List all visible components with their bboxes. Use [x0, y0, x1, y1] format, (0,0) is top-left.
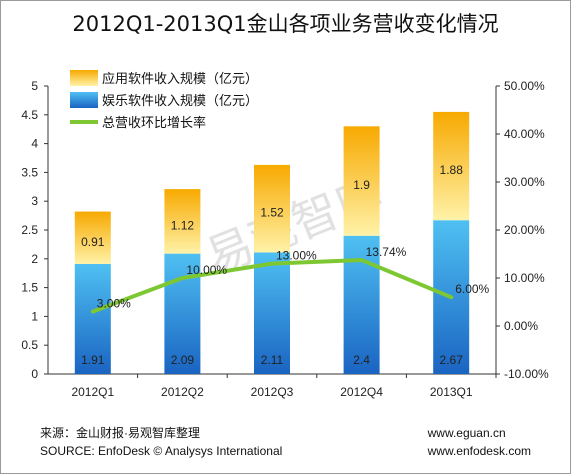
bar-application — [433, 111, 470, 221]
x-tick-label: 2012Q1 — [71, 385, 114, 399]
y-left-tick-label: 0.5 — [21, 338, 38, 352]
label-entertainment: 2.11 — [261, 353, 284, 367]
legend-swatch — [70, 70, 98, 86]
y-left-tick-label: 3.5 — [21, 165, 38, 179]
y-right-tick-label: 0.00% — [504, 319, 538, 333]
footer-source: 来源：金山财报·易观智库整理 SOURCE: EnfoDesk © Analys… — [40, 424, 282, 460]
legend-label: 娱乐软件收入规模（亿元） — [102, 94, 258, 109]
y-left-tick-label: 2 — [31, 252, 38, 266]
y-right-tick-label: 20.00% — [504, 223, 545, 237]
chart-title: 2012Q1-2013Q1金山各项业务营收变化情况 — [72, 12, 499, 36]
y-left-tick-label: 4.5 — [21, 108, 38, 122]
footer-urls: www.eguan.cn www.enfodesk.com — [428, 424, 531, 460]
label-application: 1.52 — [260, 206, 284, 220]
legend-label: 总营收环比增长率 — [102, 115, 206, 131]
y-left-tick-label: 2.5 — [21, 223, 38, 237]
growth-data-label: 3.00% — [97, 297, 131, 311]
source-en: SOURCE: EnfoDesk © Analysys Internationa… — [40, 444, 283, 458]
source-cn: 来源：金山财报·易观智库整理 — [40, 426, 200, 440]
label-application: 0.91 — [81, 235, 105, 249]
y-left-tick-label: 5 — [31, 79, 38, 93]
y-left-tick-label: 1.5 — [21, 281, 38, 295]
y-left-tick-label: 4 — [31, 137, 38, 151]
x-tick-label: 2012Q3 — [251, 385, 294, 399]
label-entertainment: 2.4 — [353, 353, 370, 367]
label-application: 1.88 — [440, 163, 464, 177]
url-eguan: www.eguan.cn — [427, 426, 506, 440]
label-application: 1.12 — [171, 218, 195, 232]
bar-application — [164, 189, 201, 254]
y-right-tick-label: 30.00% — [504, 175, 545, 189]
y-right-tick-label: 40.00% — [504, 127, 545, 141]
x-tick-label: 2012Q4 — [340, 385, 383, 399]
bar-entertainment — [74, 263, 111, 374]
growth-data-label: 13.00% — [276, 249, 317, 263]
legend-swatch — [70, 92, 98, 108]
bar-application — [343, 126, 380, 236]
bar-application — [254, 164, 290, 253]
label-entertainment: 2.67 — [440, 353, 464, 367]
y-right-tick-label: -10.00% — [504, 367, 549, 381]
growth-data-label: 10.00% — [186, 263, 227, 277]
x-tick-label: 2012Q2 — [161, 385, 204, 399]
label-application: 1.9 — [353, 178, 370, 192]
growth-data-label: 6.00% — [455, 282, 489, 296]
y-right-tick-label: 10.00% — [504, 271, 545, 285]
url-enfodesk: www.enfodesk.com — [427, 444, 531, 458]
growth-data-label: 13.74% — [366, 245, 407, 259]
legend-label: 应用软件收入规模（亿元） — [102, 71, 258, 87]
bar-entertainment — [164, 253, 201, 374]
y-left-tick-label: 0 — [31, 367, 38, 381]
label-entertainment: 2.09 — [171, 353, 195, 367]
y-left-tick-label: 1 — [31, 309, 38, 323]
y-left-tick-label: 3 — [31, 194, 38, 208]
y-right-tick-label: 50.00% — [504, 79, 545, 93]
growth-line — [90, 258, 454, 314]
bar-entertainment — [254, 252, 290, 374]
bar-application — [74, 211, 111, 264]
x-tick-label: 2013Q1 — [430, 385, 473, 399]
label-entertainment: 1.91 — [81, 353, 105, 367]
